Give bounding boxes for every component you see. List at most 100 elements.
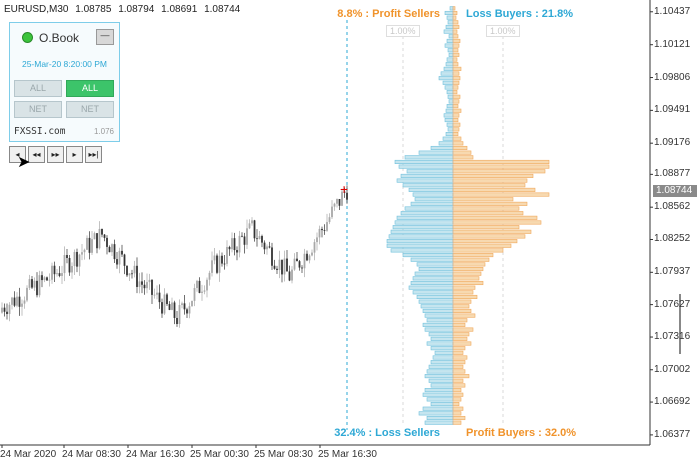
current-price-tag: 1.08744 (653, 185, 697, 197)
buyer-bar (452, 388, 462, 393)
order-book-widget[interactable]: O.Book — 25-Mar-20 8:20:00 PM ALL ALL NE… (9, 22, 120, 142)
candle-body (11, 297, 13, 305)
last-icon[interactable]: ▸▸| (85, 146, 102, 163)
candle-body (331, 206, 333, 218)
candle-body (208, 272, 211, 280)
seller-bar (386, 243, 454, 248)
buyer-bar (452, 248, 504, 253)
seller-bar (428, 378, 454, 383)
candle-body (206, 279, 208, 291)
seller-bar (438, 141, 454, 146)
loss-sellers-legend: 32.4% : Loss Sellers (334, 427, 440, 439)
candle-body (243, 236, 246, 245)
seller-bar (418, 267, 454, 272)
candle-body (193, 288, 196, 301)
time-tick-label: 24 Mar 08:30 (62, 449, 121, 460)
buyer-bar (452, 118, 459, 123)
seller-bar (404, 155, 454, 160)
candle-body (171, 302, 173, 310)
candle-body (61, 273, 63, 276)
next-icon[interactable]: ▸ (66, 146, 83, 163)
candle-body (186, 309, 188, 314)
brand-label[interactable]: FXSSI.com (14, 126, 66, 137)
buyer-bar (452, 336, 468, 341)
candle-body (173, 302, 176, 318)
candle-body (31, 279, 33, 288)
buyer-bar (452, 108, 462, 113)
seller-bar (402, 183, 454, 188)
candle-body (113, 244, 116, 260)
seller-bar (422, 392, 454, 397)
buyer-bar (452, 211, 524, 216)
candle-body (163, 294, 166, 314)
seller-bar (410, 201, 454, 206)
buyer-bar (452, 150, 472, 155)
net-right-button[interactable]: NET (66, 101, 114, 118)
seller-bar (447, 94, 454, 99)
seller-bar (400, 173, 454, 178)
candle-body (161, 302, 163, 314)
candle-body (106, 237, 108, 247)
candle-body (108, 246, 111, 253)
candle-body (73, 251, 76, 267)
buyer-bar (452, 415, 466, 421)
time-tick-label: 24 Mar 2020 (0, 449, 57, 460)
minimize-button[interactable]: — (96, 29, 114, 45)
seller-bar (418, 150, 454, 155)
seller-bar (422, 308, 454, 313)
symbol-label: EURUSD,M30 (4, 4, 69, 15)
rewind-icon[interactable]: ◂◂ (28, 146, 45, 163)
buyer-bar (452, 94, 461, 99)
candle-body (118, 250, 121, 265)
seller-bar (444, 43, 454, 48)
candle-body (93, 233, 96, 240)
price-tick-label: 1.09806 (654, 71, 691, 83)
profit-sellers-legend: 8.8% : Profit Sellers (337, 8, 440, 20)
candle-body (301, 267, 303, 269)
buyer-bar (452, 402, 460, 407)
buyer-bar (452, 136, 462, 141)
buyer-bar (452, 397, 462, 402)
prev-icon[interactable]: ◂ (9, 146, 26, 163)
widget-title: O.Book (39, 31, 80, 45)
buyer-bar (452, 10, 458, 16)
fast-forward-icon[interactable]: ▸▸ (47, 146, 64, 163)
candle-body (143, 284, 146, 289)
buyer-bar (452, 220, 542, 225)
buyer-bar (452, 378, 464, 383)
status-dot-icon (22, 32, 33, 43)
candle-body (271, 247, 273, 266)
low-value: 1.08691 (161, 4, 198, 15)
buyer-bar (452, 267, 484, 272)
candle-body (1, 307, 3, 313)
seller-bar (422, 406, 454, 411)
candle-body (326, 222, 328, 231)
seller-bar (412, 192, 454, 197)
buyer-bar (452, 15, 457, 20)
seller-bar (446, 90, 454, 95)
buyers-percent-tag: 1.00% (486, 25, 520, 37)
seller-bar (442, 136, 454, 141)
buyer-bar (452, 183, 526, 188)
candle-body (141, 281, 143, 285)
net-left-button[interactable]: NET (14, 101, 62, 118)
buyer-bar (452, 304, 470, 309)
all-right-button[interactable]: ALL (66, 80, 114, 97)
seller-bar (410, 280, 454, 286)
all-left-button[interactable]: ALL (14, 80, 62, 97)
buyer-bar (452, 285, 476, 290)
candle-body (86, 237, 88, 250)
seller-bar (428, 364, 454, 369)
buyer-bar (452, 24, 460, 29)
candle-body (273, 265, 276, 269)
buyer-bar (452, 173, 534, 178)
seller-bar (440, 71, 454, 76)
candle-body (33, 280, 36, 288)
time-tick-label: 25 Mar 16:30 (318, 449, 377, 460)
candle-body (28, 279, 31, 288)
buyer-bar (452, 229, 532, 234)
seller-bar (390, 229, 454, 234)
candle-body (246, 228, 248, 245)
buyer-bar (452, 169, 546, 174)
